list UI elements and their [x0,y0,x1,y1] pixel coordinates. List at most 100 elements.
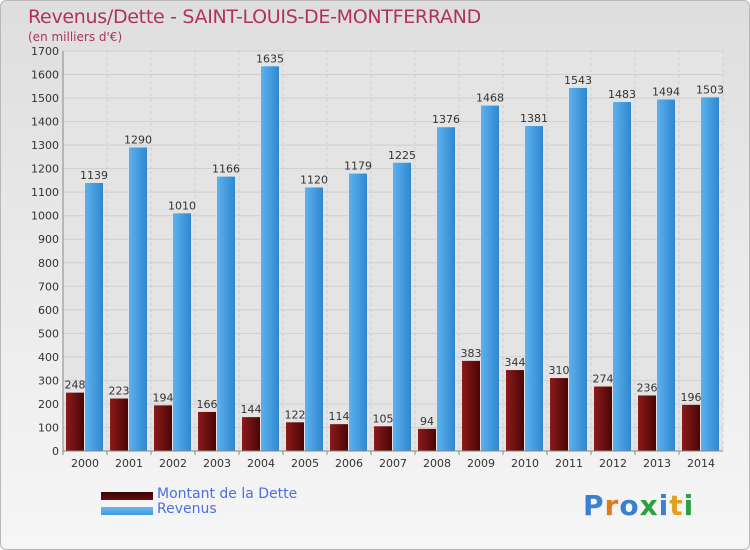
y-tick-label: 1600 [31,69,59,82]
legend-swatch-revenus [101,507,153,515]
chart-subtitle: (en milliers d'€) [28,30,123,44]
data-label-revenus: 1494 [652,85,680,98]
legend-label-revenus: Revenus [157,501,217,517]
bar-revenus [349,173,367,451]
x-tick-label: 2014 [687,457,715,470]
bar-dette [638,395,656,451]
data-label-dette: 105 [373,412,394,425]
x-tick-label: 2011 [555,457,583,470]
bar-revenus [569,87,587,452]
bar-dette [330,424,348,451]
x-tick-label: 2013 [643,457,671,470]
bar-revenus [525,126,543,451]
y-tick-label: 1700 [31,45,59,58]
bar-revenus [129,147,147,451]
logo-letter: i [658,489,670,522]
bar-dette [66,392,84,451]
logo-letter: P [583,489,605,522]
bar-revenus [305,187,323,451]
data-label-dette: 344 [505,356,526,369]
data-label-revenus: 1225 [388,149,416,162]
x-tick-label: 2012 [599,457,627,470]
data-label-dette: 144 [241,403,262,416]
logo-letter: i [683,489,695,522]
bar-revenus [657,99,675,452]
bar-dette [286,422,304,451]
x-tick-label: 2008 [423,457,451,470]
logo-letter: x [639,489,659,522]
data-label-dette: 196 [681,391,702,404]
y-tick-label: 600 [38,304,59,317]
x-tick-label: 2005 [291,457,319,470]
bar-dette [374,426,392,451]
y-tick-label: 1400 [31,116,59,129]
data-label-revenus: 1166 [212,163,240,176]
x-tick-label: 2006 [335,457,363,470]
data-label-dette: 236 [637,381,658,394]
y-tick-label: 1500 [31,92,59,105]
data-label-revenus: 1120 [300,173,328,186]
data-label-revenus: 1179 [344,160,372,173]
x-tick-label: 2000 [71,457,99,470]
x-tick-label: 2010 [511,457,539,470]
data-label-dette: 223 [109,385,130,398]
data-label-revenus: 1010 [168,199,196,212]
bar-dette [682,404,700,451]
logo-letter: t [669,489,684,522]
data-labels: 248 1139 223 1290 194 1010 166 1166 144 1635 122 11… [65,52,725,428]
bar-revenus [613,102,631,451]
data-label-revenus: 1543 [564,74,592,87]
x-tick-label: 2001 [115,457,143,470]
bar-dette [242,417,260,451]
bar-revenus [481,105,499,452]
logo-letter: o [619,489,640,522]
data-label-revenus: 1503 [696,83,724,96]
x-tick-label: 2009 [467,457,495,470]
x-axis: 2000 2001 2002 2003 2004 2005 2006 2007 2008 2009… [62,450,723,470]
y-tick-label: 800 [38,257,59,270]
bar-revenus [261,66,279,451]
y-tick-label: 100 [38,421,59,434]
y-tick-label: 1200 [31,163,59,176]
data-label-revenus: 1381 [520,112,548,125]
y-tick-label: 500 [38,327,59,340]
legend-swatch-dette [101,492,153,500]
y-tick-label: 1000 [31,210,59,223]
data-label-dette: 248 [65,379,86,392]
bar-revenus [173,213,191,451]
bar-dette [110,398,128,451]
chart-title: Revenus/Dette - SAINT-LOUIS-DE-MONTFERRA… [28,6,481,28]
bar-dette [198,411,216,451]
y-tick-label: 1300 [31,139,59,152]
data-label-dette: 94 [420,415,434,428]
y-tick-label: 400 [38,351,59,364]
bar-dette [594,386,612,451]
bar-revenus [393,162,411,451]
bar-revenus [701,97,719,452]
data-label-revenus: 1139 [80,169,108,182]
y-tick-label: 900 [38,233,59,246]
bar-revenus [217,176,235,451]
data-label-dette: 166 [197,398,218,411]
bar-revenus [437,127,455,451]
legend-label-dette: Montant de la Dette [157,486,298,502]
x-tick-label: 2003 [203,457,231,470]
logo-letter: r [604,489,620,522]
data-label-dette: 114 [329,410,350,423]
data-label-dette: 383 [461,347,482,360]
data-label-revenus: 1635 [256,52,284,65]
x-tick-label: 2004 [247,457,275,470]
y-tick-label: 0 [52,445,59,458]
data-label-dette: 310 [549,364,570,377]
data-label-revenus: 1290 [124,133,152,146]
data-label-dette: 194 [153,391,174,404]
y-tick-label: 300 [38,374,59,387]
y-tick-label: 700 [38,280,59,293]
data-label-dette: 122 [285,408,306,421]
bar-dette [550,378,568,451]
proxiti-logo: Proxiti [583,489,694,522]
bar-dette [154,405,172,451]
y-tick-label: 1100 [31,186,59,199]
